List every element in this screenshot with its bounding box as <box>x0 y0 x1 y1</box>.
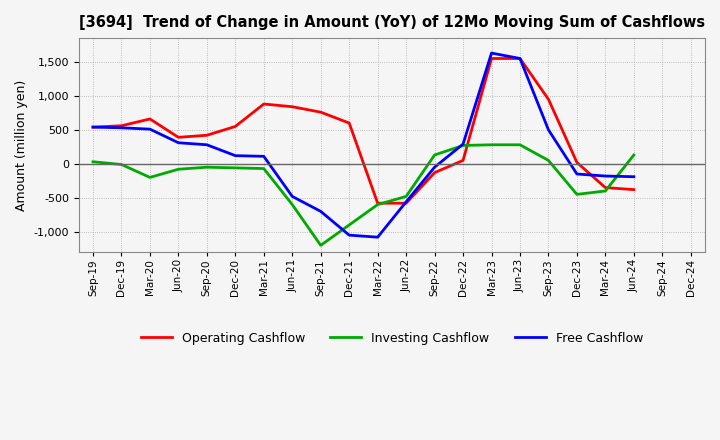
Investing Cashflow <box>516 142 524 147</box>
Operating Cashflow <box>431 170 439 175</box>
Line: Investing Cashflow: Investing Cashflow <box>93 145 634 246</box>
Investing Cashflow <box>174 167 183 172</box>
Free Cashflow <box>202 142 211 147</box>
Free Cashflow <box>259 154 268 159</box>
Investing Cashflow <box>117 162 126 167</box>
Investing Cashflow <box>402 194 410 199</box>
Free Cashflow <box>572 171 581 176</box>
Investing Cashflow <box>288 202 297 207</box>
Free Cashflow <box>117 125 126 130</box>
Operating Cashflow <box>288 104 297 110</box>
Investing Cashflow <box>459 143 467 148</box>
Investing Cashflow <box>231 165 240 171</box>
Free Cashflow <box>459 142 467 147</box>
Free Cashflow <box>402 199 410 205</box>
Investing Cashflow <box>145 175 154 180</box>
Operating Cashflow <box>202 132 211 138</box>
Line: Operating Cashflow: Operating Cashflow <box>93 59 634 203</box>
Operating Cashflow <box>117 123 126 128</box>
Investing Cashflow <box>374 202 382 207</box>
Free Cashflow <box>601 173 610 179</box>
Investing Cashflow <box>544 158 553 163</box>
Operating Cashflow <box>544 97 553 102</box>
Investing Cashflow <box>202 165 211 170</box>
Operating Cashflow <box>259 101 268 106</box>
Y-axis label: Amount (million yen): Amount (million yen) <box>15 80 28 211</box>
Free Cashflow <box>316 209 325 214</box>
Free Cashflow <box>431 165 439 170</box>
Operating Cashflow <box>174 135 183 140</box>
Operating Cashflow <box>459 158 467 163</box>
Investing Cashflow <box>572 192 581 197</box>
Investing Cashflow <box>259 166 268 171</box>
Operating Cashflow <box>572 160 581 165</box>
Operating Cashflow <box>374 201 382 206</box>
Free Cashflow <box>89 125 97 130</box>
Investing Cashflow <box>89 159 97 165</box>
Free Cashflow <box>145 127 154 132</box>
Title: [3694]  Trend of Change in Amount (YoY) of 12Mo Moving Sum of Cashflows: [3694] Trend of Change in Amount (YoY) o… <box>78 15 705 30</box>
Operating Cashflow <box>231 124 240 129</box>
Operating Cashflow <box>601 185 610 190</box>
Operating Cashflow <box>145 116 154 121</box>
Free Cashflow <box>629 174 638 180</box>
Investing Cashflow <box>487 142 496 147</box>
Free Cashflow <box>288 194 297 199</box>
Free Cashflow <box>516 56 524 61</box>
Operating Cashflow <box>345 121 354 126</box>
Free Cashflow <box>231 153 240 158</box>
Free Cashflow <box>544 127 553 132</box>
Operating Cashflow <box>402 201 410 206</box>
Investing Cashflow <box>629 152 638 158</box>
Free Cashflow <box>374 235 382 240</box>
Free Cashflow <box>487 51 496 56</box>
Free Cashflow <box>345 232 354 238</box>
Line: Free Cashflow: Free Cashflow <box>93 53 634 237</box>
Legend: Operating Cashflow, Investing Cashflow, Free Cashflow: Operating Cashflow, Investing Cashflow, … <box>135 327 648 350</box>
Free Cashflow <box>174 140 183 145</box>
Operating Cashflow <box>516 56 524 61</box>
Investing Cashflow <box>345 222 354 227</box>
Investing Cashflow <box>316 243 325 248</box>
Investing Cashflow <box>431 152 439 158</box>
Operating Cashflow <box>89 125 97 130</box>
Operating Cashflow <box>629 187 638 192</box>
Investing Cashflow <box>601 188 610 194</box>
Operating Cashflow <box>487 56 496 61</box>
Operating Cashflow <box>316 110 325 115</box>
